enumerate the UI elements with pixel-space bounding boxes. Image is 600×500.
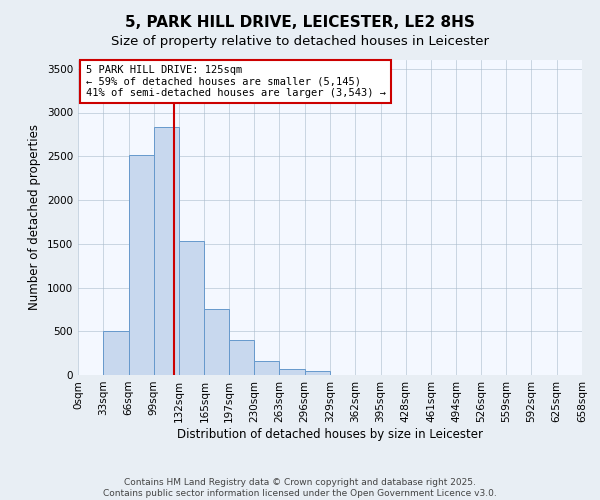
- Text: Contains HM Land Registry data © Crown copyright and database right 2025.
Contai: Contains HM Land Registry data © Crown c…: [103, 478, 497, 498]
- Bar: [254, 362, 280, 375]
- Text: Size of property relative to detached houses in Leicester: Size of property relative to detached ho…: [111, 35, 489, 48]
- Text: 5 PARK HILL DRIVE: 125sqm
← 59% of detached houses are smaller (5,145)
41% of se: 5 PARK HILL DRIVE: 125sqm ← 59% of detac…: [86, 64, 386, 98]
- Bar: [128, 154, 154, 375]
- Y-axis label: Number of detached properties: Number of detached properties: [28, 124, 41, 310]
- X-axis label: Distribution of detached houses by size in Leicester: Distribution of detached houses by size …: [177, 428, 483, 440]
- Text: 5, PARK HILL DRIVE, LEICESTER, LE2 8HS: 5, PARK HILL DRIVE, LEICESTER, LE2 8HS: [125, 15, 475, 30]
- Bar: [179, 241, 205, 375]
- Bar: [305, 370, 330, 375]
- Bar: [229, 340, 254, 375]
- Bar: [280, 369, 305, 375]
- Bar: [205, 310, 229, 375]
- Bar: [103, 331, 128, 375]
- Bar: [154, 126, 179, 375]
